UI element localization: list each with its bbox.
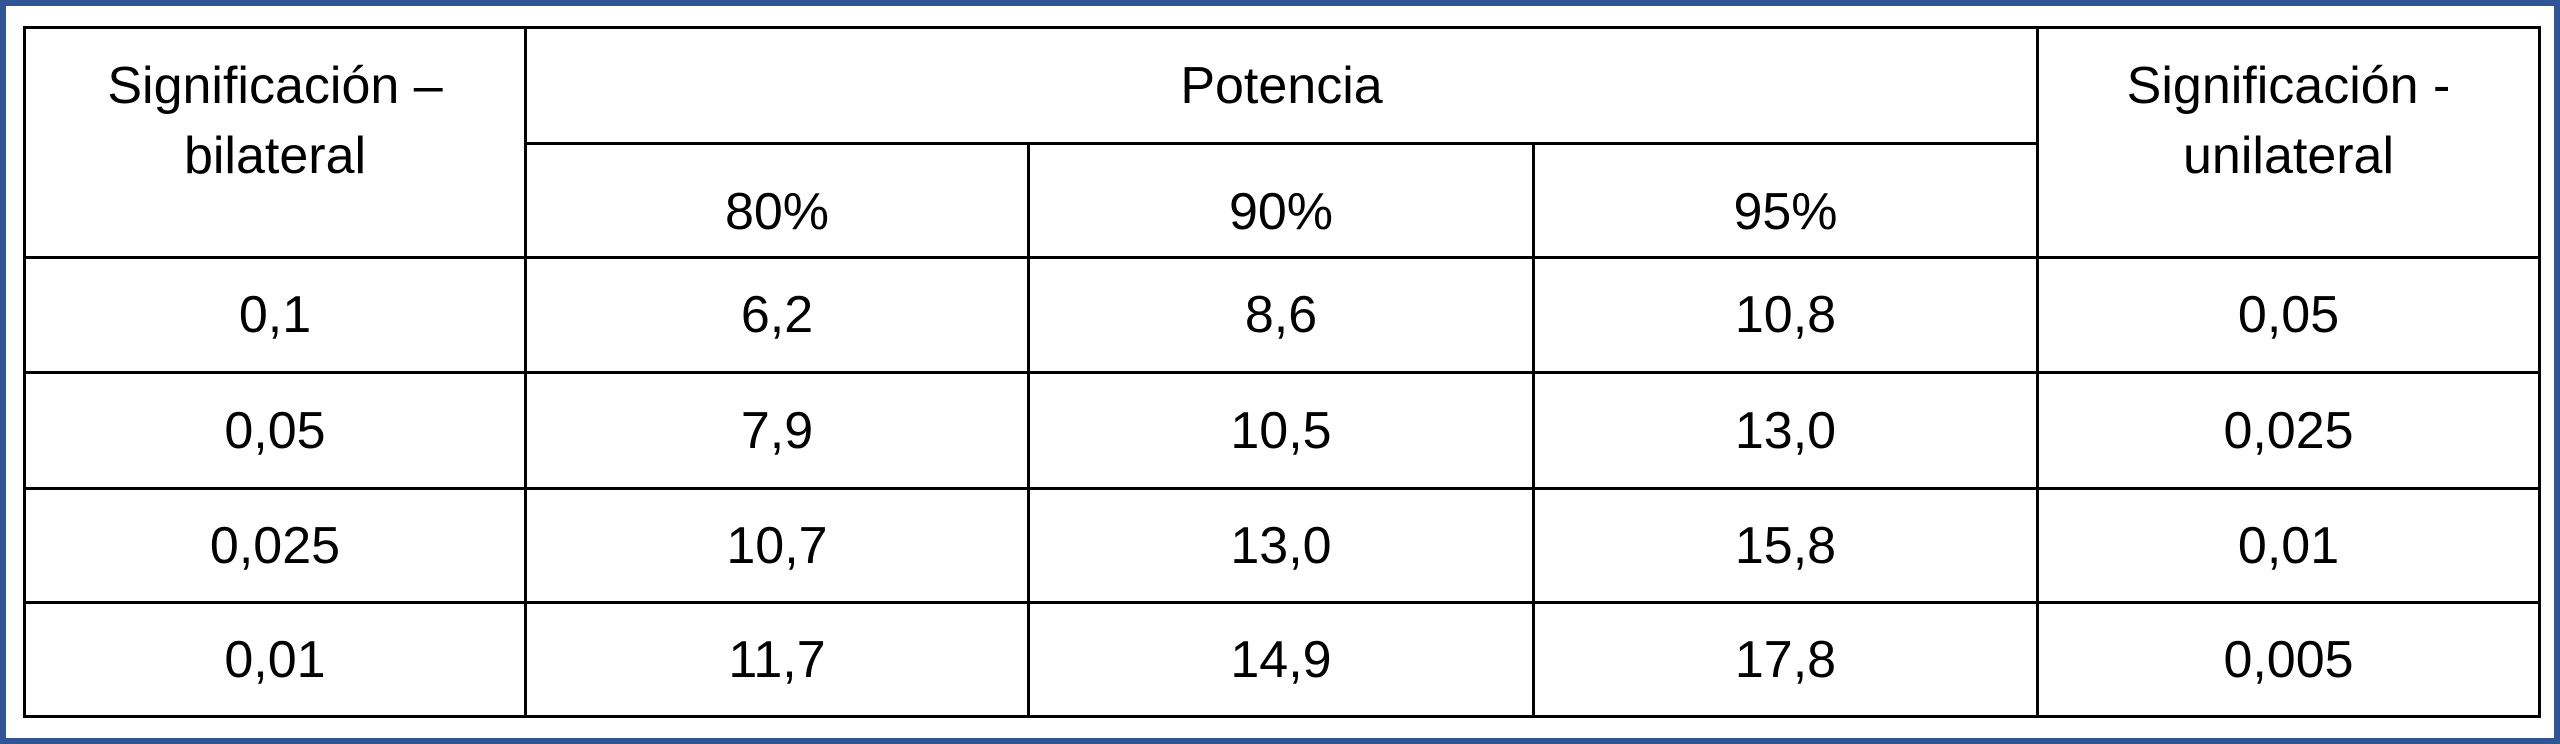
cell: 0,05	[2036, 256, 2542, 374]
cell: 17,8	[1531, 601, 2040, 718]
cell: 7,9	[524, 371, 1030, 490]
header-bilateral-line2: bilateral	[183, 127, 367, 185]
cell: 0,01	[23, 601, 527, 718]
cell: 0,1	[23, 256, 527, 374]
cell: 0,025	[23, 487, 527, 604]
cell: 0,05	[23, 371, 527, 490]
header-unilateral-line2: unilateral	[2183, 127, 2395, 185]
cell: 10,8	[1531, 256, 2040, 374]
table-row: 0,01 11,7 14,9 17,8 0,005	[23, 601, 2542, 718]
header-power-95: 95%	[1531, 142, 2040, 259]
table-row: 0,1 6,2 8,6 10,8 0,05	[23, 256, 2542, 374]
cell: 6,2	[524, 256, 1030, 374]
subheader-row: 80% 90% 95%	[25, 142, 2540, 259]
header-row: Significación – bilateral Potencia Signi…	[23, 26, 2542, 259]
header-unilateral-line1: Significación -	[2126, 57, 2451, 115]
cell: 14,9	[1027, 601, 1535, 718]
cell: 0,005	[2036, 601, 2542, 718]
header-unilateral: Significación - unilateral	[2036, 26, 2542, 259]
cell: 0,025	[2036, 371, 2542, 490]
power-table: Significación – bilateral Potencia Signi…	[23, 26, 2542, 718]
cell: 13,0	[1027, 487, 1535, 604]
header-power-90: 90%	[1027, 142, 1535, 259]
cell: 11,7	[524, 601, 1030, 718]
table-row: 0,025 10,7 13,0 15,8 0,01	[23, 487, 2542, 604]
header-power-80: 80%	[524, 142, 1030, 259]
cell: 13,0	[1531, 371, 2040, 490]
cell: 8,6	[1027, 256, 1535, 374]
header-potencia: Potencia	[523, 26, 2040, 145]
table-row: 0,05 7,9 10,5 13,0 0,025	[23, 371, 2542, 490]
cell: 15,8	[1531, 487, 2040, 604]
header-bilateral-line1: Significación –	[107, 57, 443, 115]
cell: 10,5	[1027, 371, 1535, 490]
header-bilateral: Significación – bilateral	[23, 26, 527, 259]
cell: 0,01	[2036, 487, 2542, 604]
cell: 10,7	[524, 487, 1030, 604]
